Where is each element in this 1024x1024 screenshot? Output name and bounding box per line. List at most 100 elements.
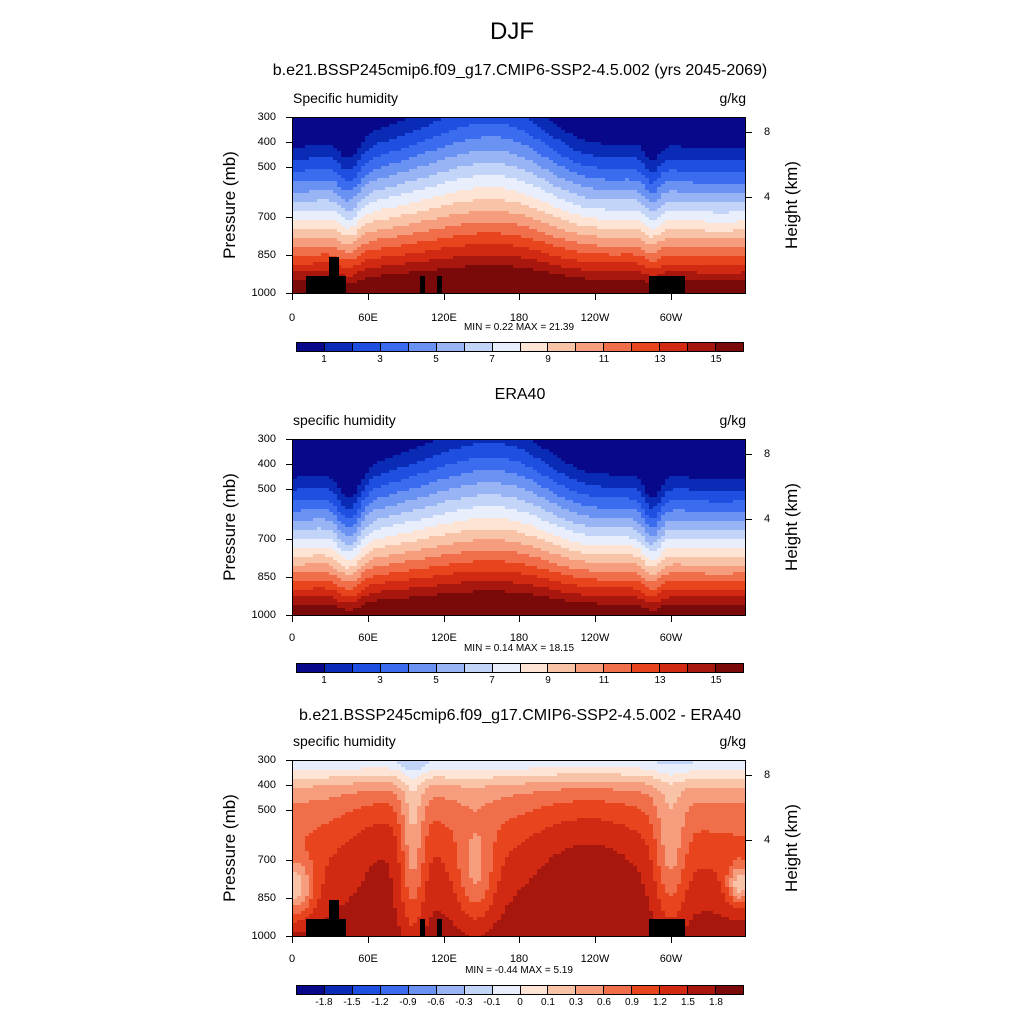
contour-band (365, 175, 390, 179)
contour-band (425, 806, 470, 810)
contour-band (301, 875, 310, 879)
contour-band (665, 857, 678, 861)
y-tick-mark (286, 117, 292, 118)
contour-band (293, 887, 302, 891)
contour-band (661, 584, 745, 588)
contour-band (621, 773, 670, 777)
contour-band (649, 169, 658, 173)
contour-band (409, 785, 418, 789)
contour-band (669, 572, 706, 576)
contour-band (669, 803, 674, 807)
contour-band (689, 923, 745, 927)
contour-band (357, 175, 366, 179)
contour-band (677, 800, 745, 804)
contour-band (405, 500, 446, 504)
contour-band (581, 268, 745, 272)
contour-band (501, 827, 546, 831)
contour-band (657, 524, 666, 528)
colorbar-label: -1.2 (371, 997, 389, 1008)
contour-band (481, 866, 494, 870)
contour-band (405, 830, 422, 834)
contour-band (665, 548, 745, 552)
contour-band (361, 596, 410, 600)
contour-band (401, 833, 406, 837)
contour-band (521, 461, 546, 465)
contour-band (493, 866, 502, 870)
contour-band (409, 845, 422, 849)
contour-band (365, 536, 386, 540)
contour-band (293, 247, 338, 251)
contour-band (293, 557, 334, 561)
contour-band (461, 905, 490, 909)
contour-band (677, 860, 686, 864)
contour-band (321, 920, 398, 924)
contour-band (493, 854, 510, 858)
contour-band (361, 539, 374, 543)
contour-band (445, 512, 530, 516)
contour-band (581, 593, 646, 597)
contour-band (533, 593, 582, 597)
contour-band (397, 839, 402, 843)
contour-band (365, 136, 398, 140)
contour-band (405, 878, 422, 882)
contour-band (373, 157, 410, 161)
colorbar-label: 15 (710, 675, 722, 686)
colorbar-swatch (716, 664, 743, 672)
contour-band (293, 226, 346, 230)
contour-band (481, 860, 494, 864)
contour-band (661, 881, 682, 885)
contour-band (421, 842, 426, 846)
contour-band (293, 584, 338, 588)
page-title: DJF (490, 18, 534, 45)
contour-band (481, 899, 494, 903)
contour-band (365, 139, 390, 143)
contour-band (681, 845, 690, 849)
contour-band (537, 259, 578, 263)
contour-band (473, 836, 482, 840)
contour-band (449, 878, 462, 882)
contour-band (409, 806, 418, 810)
contour-band (661, 232, 745, 236)
contour-band (369, 524, 394, 528)
contour-band (293, 860, 314, 864)
contour-band (409, 812, 418, 816)
contour-band (293, 818, 334, 822)
contour-band (369, 172, 398, 176)
contour-band (553, 148, 574, 152)
contour-band (545, 130, 566, 134)
contour-band (565, 178, 606, 182)
contour-band (733, 887, 738, 891)
contour-band (557, 226, 598, 230)
pressure-tick-label: 400 (257, 779, 276, 791)
contour-band (373, 220, 422, 224)
contour-band (301, 509, 330, 513)
contour-band (661, 280, 745, 284)
contour-band (501, 917, 654, 921)
contour-band (409, 569, 550, 573)
contour-band (565, 485, 602, 489)
contour-band (417, 473, 462, 477)
x-tick-mark (444, 616, 445, 622)
contour-band (689, 842, 745, 846)
contour-band (541, 557, 570, 561)
contour-band (677, 863, 686, 867)
contour-band (337, 536, 358, 540)
contour-band (637, 539, 646, 543)
contour-band (573, 181, 642, 185)
contour-band (657, 857, 666, 861)
contour-band (417, 890, 426, 894)
contour-band (493, 896, 514, 900)
colorbar-label: 5 (433, 354, 439, 365)
contour-band (333, 557, 346, 561)
contour-band (641, 271, 666, 275)
contour-band (493, 902, 510, 906)
contour-band (293, 533, 338, 537)
contour-band (625, 857, 650, 861)
contour-band (477, 917, 502, 921)
contour-band (689, 809, 745, 813)
contour-band (293, 602, 366, 606)
contour-band (361, 542, 370, 546)
contour-band (641, 566, 666, 570)
contour-band (505, 863, 546, 867)
contour-band (293, 806, 362, 810)
